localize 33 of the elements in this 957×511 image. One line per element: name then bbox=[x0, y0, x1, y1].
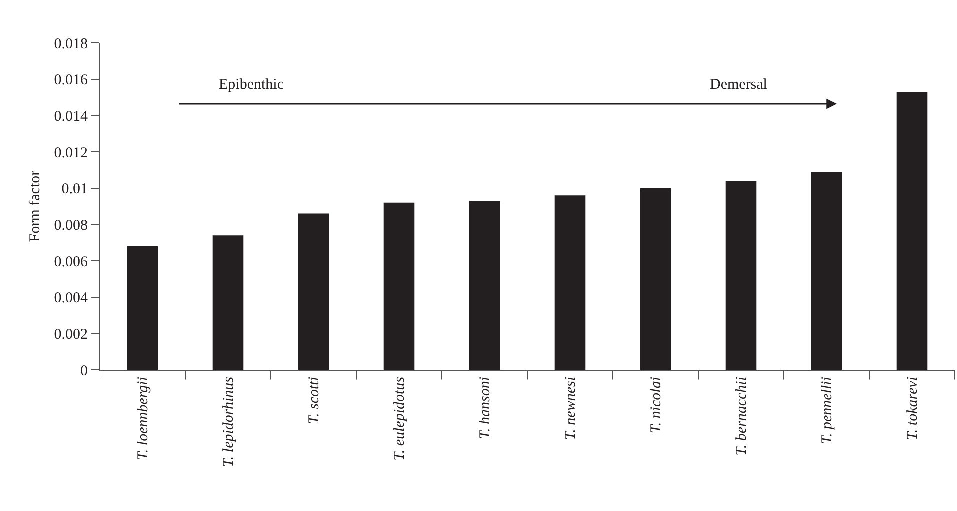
bar bbox=[640, 188, 672, 370]
y-tick-label: 0.018 bbox=[54, 36, 88, 52]
y-tick-label: 0 bbox=[80, 363, 88, 380]
y-tick-label: 0.004 bbox=[54, 290, 88, 307]
y-tick-label: 0.01 bbox=[62, 182, 88, 198]
x-tick-label: T. hansoni bbox=[478, 377, 494, 440]
y-tick-label: 0.014 bbox=[54, 108, 88, 125]
y-tick-label: 0.006 bbox=[54, 254, 88, 270]
x-tick-label: T. pennellii bbox=[820, 377, 836, 444]
x-tick-label: T. tokarevi bbox=[905, 377, 922, 440]
bar bbox=[811, 172, 842, 370]
bar bbox=[469, 201, 500, 370]
x-tick-label: T. scotti bbox=[306, 377, 323, 424]
y-tick-label: 0.008 bbox=[54, 218, 88, 234]
bar bbox=[127, 246, 158, 370]
x-tick-label: T. nicolai bbox=[648, 377, 665, 434]
y-tick-label: 0.016 bbox=[54, 72, 88, 89]
bar bbox=[896, 92, 928, 370]
y-axis-title: Form factor bbox=[28, 170, 44, 242]
bar bbox=[212, 236, 244, 370]
annotation: Demersal bbox=[710, 77, 768, 93]
bar bbox=[554, 196, 586, 370]
x-tick-label: T. lepidorhinus bbox=[221, 376, 238, 468]
y-tick-label: 0.012 bbox=[54, 145, 88, 162]
bar bbox=[726, 181, 757, 370]
y-tick-label: 0.002 bbox=[54, 326, 88, 343]
x-tick-label: T. eulepidotus bbox=[392, 376, 408, 461]
bar bbox=[384, 202, 415, 370]
annotation: Epibenthic bbox=[219, 77, 284, 93]
bar bbox=[298, 214, 330, 370]
x-tick-label: T. loennbergii bbox=[136, 377, 152, 460]
x-tick-label: T. newnesi bbox=[563, 377, 580, 440]
x-tick-label: T. bernacchii bbox=[734, 377, 750, 456]
